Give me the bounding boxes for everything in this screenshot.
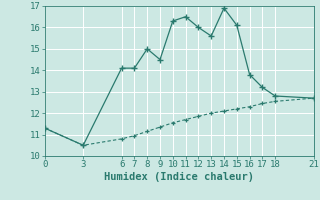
X-axis label: Humidex (Indice chaleur): Humidex (Indice chaleur) xyxy=(104,172,254,182)
